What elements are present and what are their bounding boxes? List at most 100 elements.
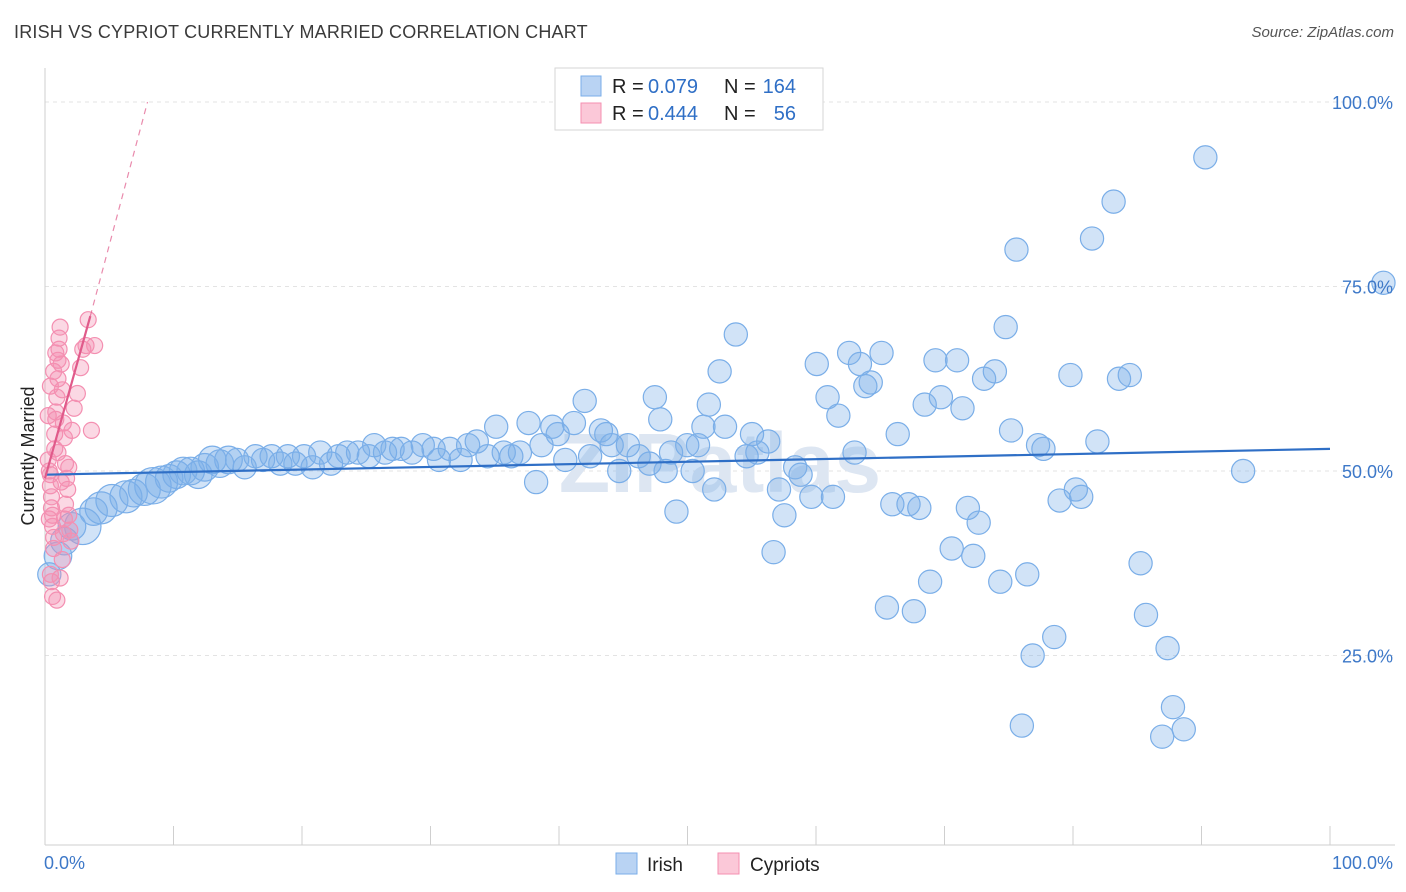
irish-point	[944, 348, 970, 373]
cypriots-point	[63, 421, 81, 440]
irish-point	[912, 392, 937, 417]
series-legend: Irish Cypriots	[615, 852, 820, 876]
irish-point	[1128, 551, 1153, 576]
irish-point	[923, 348, 948, 373]
legend-n-label-cypriots: N =	[724, 103, 756, 125]
cypriots-point	[51, 318, 69, 336]
irish-point	[1031, 436, 1056, 462]
irish-point	[885, 421, 910, 447]
legend-n-value-cypriots: 56	[774, 103, 796, 125]
irish-point	[691, 414, 716, 439]
irish-point	[696, 392, 722, 417]
irish-point	[1193, 145, 1218, 170]
irish-point	[1079, 226, 1105, 251]
irish-point	[79, 497, 108, 526]
y-tick-label: 75.0%	[1342, 278, 1393, 298]
irish-point	[826, 403, 851, 428]
legend-n-label-irish: N =	[724, 76, 756, 98]
irish-point	[1117, 362, 1142, 388]
irish-point	[950, 396, 975, 421]
y-tick-label: 50.0%	[1342, 462, 1393, 482]
legend-label-cypriots: Cypriots	[750, 855, 820, 876]
cypriots-point	[40, 510, 58, 528]
irish-point	[815, 385, 840, 410]
legend-n-value-irish: 164	[763, 76, 796, 98]
irish-point	[907, 495, 932, 521]
stats-legend: R = 0.079 N = 164 R = 0.444 N = 56	[554, 67, 824, 131]
cypriots-point	[48, 591, 66, 609]
irish-point	[1009, 713, 1035, 738]
cypriots-point	[65, 399, 83, 417]
cypriots-point	[54, 525, 72, 543]
irish-point	[966, 510, 991, 535]
x-tick-label-start: 0.0%	[44, 853, 85, 873]
irish-point	[119, 478, 148, 508]
irish-point	[842, 440, 867, 465]
irish-point	[755, 429, 781, 454]
irish-point	[335, 440, 360, 465]
irish-point	[772, 503, 797, 528]
cypriots-point	[41, 377, 59, 395]
legend-label-irish: Irish	[647, 855, 683, 876]
irish-point	[648, 407, 673, 432]
irish-point	[1042, 624, 1067, 650]
legend-swatch-cypriots-bottom	[717, 852, 740, 875]
irish-point	[134, 466, 172, 505]
irish-point	[1004, 237, 1029, 262]
irish-point	[1171, 717, 1196, 742]
irish-point	[553, 447, 578, 473]
irish-point	[766, 477, 792, 502]
irish-point	[380, 436, 405, 462]
cypriots-point	[39, 407, 57, 425]
irish-point	[57, 511, 87, 541]
legend-swatch-cypriots	[580, 102, 602, 124]
irish-point	[998, 418, 1024, 443]
irish-point	[723, 322, 749, 347]
irish-point	[939, 536, 964, 561]
irish-point	[1101, 189, 1126, 214]
irish-point	[483, 414, 509, 439]
irish-point	[577, 444, 603, 469]
trend-lines	[43, 101, 1331, 479]
irish-point	[1149, 724, 1175, 749]
irish-point	[928, 385, 954, 410]
irish-point	[901, 599, 927, 624]
irish-point	[572, 388, 597, 414]
legend-r-value-cypriots: 0.444	[648, 103, 698, 125]
irish-point	[1133, 602, 1159, 628]
irish-point	[874, 595, 900, 620]
series-irish-points	[37, 145, 1396, 749]
cypriots-point	[45, 362, 63, 380]
y-axis-label: Currently Married	[18, 386, 38, 525]
x-tick-labels: 0.0% 100.0%	[44, 853, 1393, 873]
irish-point	[739, 421, 765, 447]
irish-point	[993, 314, 1018, 340]
legend-swatch-irish-bottom	[615, 852, 638, 875]
irish-point	[961, 543, 986, 569]
y-tick-labels: 100.0% 75.0% 50.0% 25.0%	[1332, 93, 1393, 667]
irish-point	[820, 484, 846, 510]
axes	[44, 68, 1395, 846]
cypriots-point	[42, 573, 61, 591]
irish-point	[1160, 694, 1186, 720]
irish-point	[917, 569, 943, 594]
irish-point	[607, 458, 632, 484]
trend-line-cypriots	[43, 315, 92, 479]
cypriots-point	[52, 473, 70, 491]
irish-point	[804, 351, 829, 377]
irish-point	[712, 414, 738, 439]
cypriots-point	[60, 458, 78, 476]
irish-point	[664, 499, 689, 524]
irish-point	[1020, 643, 1045, 668]
irish-point	[858, 370, 883, 395]
irish-point	[1058, 362, 1083, 388]
irish-point	[685, 432, 711, 458]
cypriots-point	[55, 510, 74, 528]
irish-point	[761, 539, 786, 565]
source-label: Source: ZipAtlas.com	[1251, 24, 1394, 41]
y-tick-label: 100.0%	[1332, 93, 1393, 113]
irish-point	[1155, 635, 1180, 661]
irish-point	[109, 480, 143, 514]
cypriots-point	[86, 336, 104, 355]
legend-r-value-irish: 0.079	[648, 76, 698, 98]
